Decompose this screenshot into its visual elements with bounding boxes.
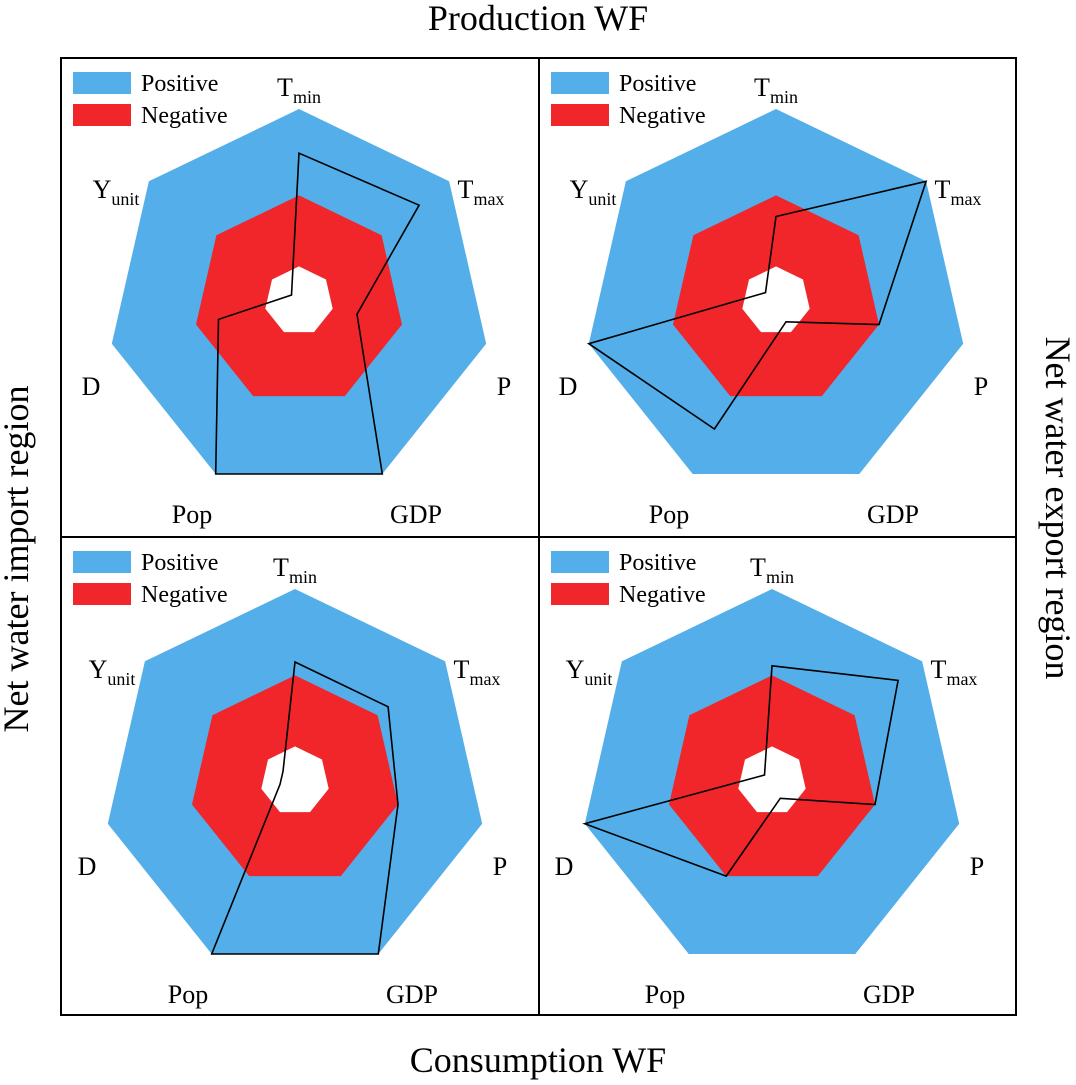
legend-label: Positive [619, 71, 696, 97]
axis-label: Yunit [570, 175, 617, 209]
axis-label: Pop [168, 980, 208, 1009]
data-polygon [210, 660, 399, 955]
legend-swatch [551, 104, 609, 126]
axis-label: GDP [386, 980, 438, 1009]
legend-label: Positive [619, 550, 696, 576]
data-polygon [582, 664, 900, 878]
legend-swatch [551, 583, 609, 605]
axis-label: P [970, 852, 984, 881]
column-title-top: Production WF [427, 0, 649, 38]
axis-label: Pop [172, 500, 212, 529]
axis-label: P [493, 852, 507, 881]
radar-panel-1: Tmin Tmax P GDP Pop D Yunit Positive Negative [73, 71, 511, 529]
axis-label: D [555, 852, 574, 881]
axis-label: GDP [390, 500, 442, 529]
column-title-bottom: Consumption WF [409, 1040, 667, 1080]
axis-label: Tmax [454, 655, 501, 689]
legend-label: Positive [141, 71, 218, 97]
axis-label: GDP [867, 500, 919, 529]
axis-label: Tmin [273, 553, 317, 587]
legend-swatch [73, 72, 131, 94]
axis-label: Yunit [566, 655, 613, 689]
data-polygon [214, 152, 421, 475]
legend-label: Negative [619, 582, 706, 608]
center-hole [738, 746, 806, 813]
center-hole [265, 266, 333, 333]
legend-label: Positive [141, 550, 218, 576]
legend-swatch [73, 551, 131, 573]
legend-label: Negative [619, 103, 706, 129]
axis-label: P [974, 372, 988, 401]
radar-panel-2: Tmin Tmax P GDP Pop D Yunit Positive Negative [551, 71, 988, 529]
legend-swatch [73, 104, 131, 126]
axis-label: Yunit [89, 655, 136, 689]
axis-label: D [559, 372, 578, 401]
axis-label: D [78, 852, 97, 881]
axis-label: Tmin [754, 73, 798, 107]
center-hole [742, 266, 810, 333]
axis-label: Yunit [93, 175, 140, 209]
legend-swatch [551, 551, 609, 573]
legend-swatch [551, 72, 609, 94]
axis-label: GDP [863, 980, 915, 1009]
axis-label: Tmin [750, 553, 794, 587]
axis-label: Pop [649, 500, 689, 529]
axis-label: Tmax [458, 175, 505, 209]
data-polygon [586, 180, 928, 431]
legend-swatch [73, 583, 131, 605]
axis-label: Pop [645, 980, 685, 1009]
axis-label: D [82, 372, 101, 401]
axis-label: Tmin [277, 73, 321, 107]
legend-label: Negative [141, 582, 228, 608]
axis-label: Tmax [931, 655, 978, 689]
legend-label: Negative [141, 103, 228, 129]
axis-label: P [497, 372, 511, 401]
axis-label: Tmax [935, 175, 982, 209]
radar-panel-4: Tmin Tmax P GDP Pop D Yunit Positive Negative [551, 550, 984, 1009]
center-hole [261, 746, 329, 813]
radar-panel-3: Tmin Tmax P GDP Pop D Yunit Positive Negative [73, 550, 507, 1009]
